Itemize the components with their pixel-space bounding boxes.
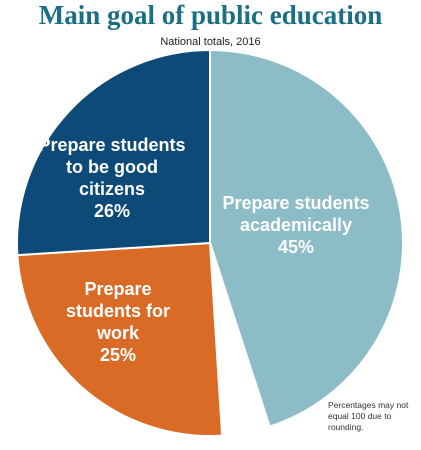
value-label: 45% [277,237,315,257]
slice-label: Prepare students to be good citizens 26% [37,134,187,222]
value-label: 25% [99,345,137,365]
chart-title: Main goal of public education [38,0,383,30]
pie-slice [16,241,224,437]
category-label: Prepare students for work [65,279,170,343]
note: Percentages may not equal 100 due to rou… [328,400,409,432]
category-label: Prepare students to be good citizens [38,135,186,199]
value-label: 26% [93,201,131,221]
pie-slice [209,48,404,428]
slice-label: Prepare students for work 25% [48,278,188,366]
chart-subtitle: National totals, 2016 [160,36,261,48]
category-label: Prepare students academically [222,193,370,235]
slice-label: Prepare students academically 45% [221,192,371,258]
pie-slice [16,48,211,257]
